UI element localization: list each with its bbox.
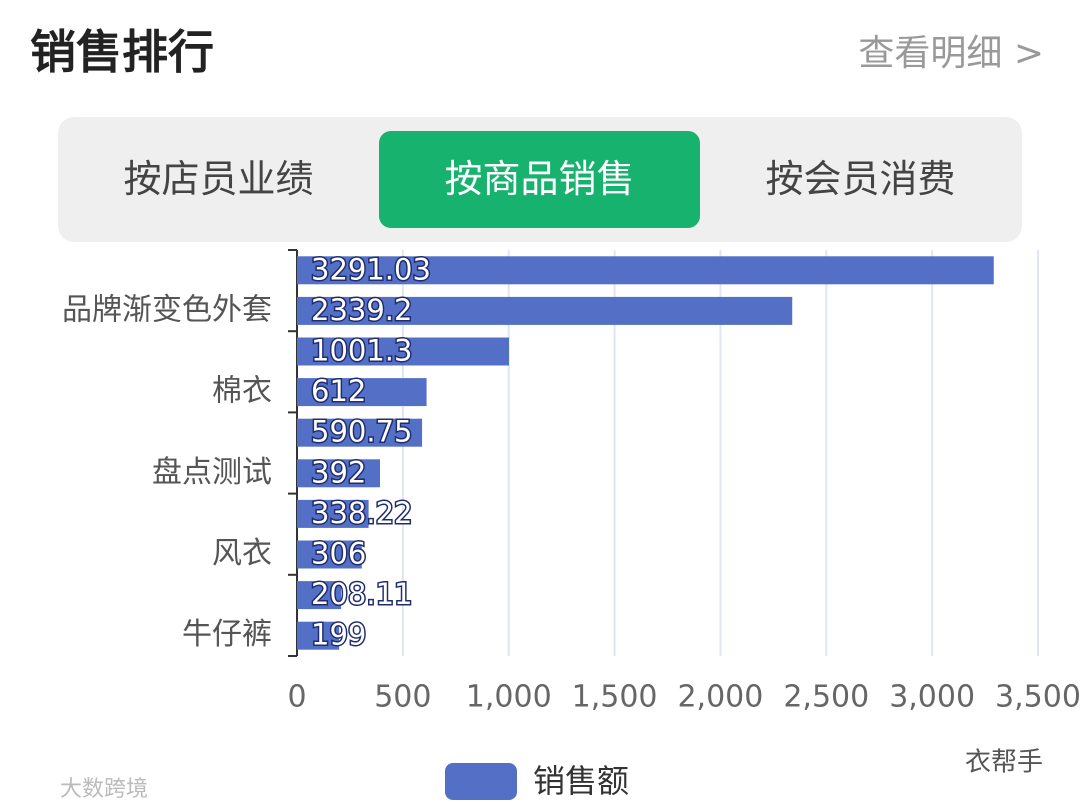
bar xyxy=(297,581,342,610)
value-label: 208.11 xyxy=(311,577,412,611)
bar xyxy=(297,256,994,285)
value-label: 590.75 xyxy=(311,415,412,449)
tab[interactable]: 按店员业绩 xyxy=(123,157,314,201)
watermark: 大数跨境 xyxy=(60,777,148,802)
value-label: 3291.03 xyxy=(311,252,431,286)
y-tick-label: 风衣 xyxy=(212,536,272,571)
x-tick-label: 1,500 xyxy=(572,680,658,715)
value-label: 306 xyxy=(311,537,366,571)
bar xyxy=(297,499,369,528)
y-tick-label: 牛仔裤 xyxy=(182,617,272,652)
x-tick-label: 500 xyxy=(374,680,431,715)
x-tick-label: 2,500 xyxy=(783,680,869,715)
detail-link[interactable]: 查看明细 > xyxy=(858,33,1044,74)
bar xyxy=(297,296,793,325)
y-tick-label: 盘点测试 xyxy=(152,455,272,490)
legend-swatch xyxy=(445,763,517,800)
tab-active[interactable]: 按商品销售 xyxy=(379,131,700,228)
bar xyxy=(297,540,362,569)
y-tick-label: 棉衣 xyxy=(212,374,272,409)
bar xyxy=(297,337,509,366)
value-label: 612 xyxy=(311,374,366,408)
tab-bar: 按店员业绩 按商品销售 按会员消费 xyxy=(58,117,1022,242)
value-label: 1001.3 xyxy=(311,334,412,368)
y-tick-label: 品牌渐变色外套 xyxy=(62,292,272,327)
value-label: 338.22 xyxy=(311,496,412,530)
page-title: 销售排行 xyxy=(30,25,214,79)
bar xyxy=(297,418,423,447)
bar xyxy=(297,459,380,488)
x-tick-label: 1,000 xyxy=(466,680,552,715)
legend-label: 销售额 xyxy=(533,762,629,800)
watermark: 衣帮手 xyxy=(965,748,1043,778)
x-tick-label: 2,000 xyxy=(677,680,763,715)
tab[interactable]: 按会员消费 xyxy=(765,157,956,201)
bar xyxy=(297,621,340,650)
value-label: 2339.2 xyxy=(311,293,412,327)
value-label: 392 xyxy=(311,455,366,489)
value-label: 199 xyxy=(311,618,366,652)
x-tick-label: 0 xyxy=(287,680,306,715)
x-tick-label: 3,000 xyxy=(889,680,975,715)
x-tick-label: 3,500 xyxy=(995,680,1080,715)
bar xyxy=(297,378,427,407)
